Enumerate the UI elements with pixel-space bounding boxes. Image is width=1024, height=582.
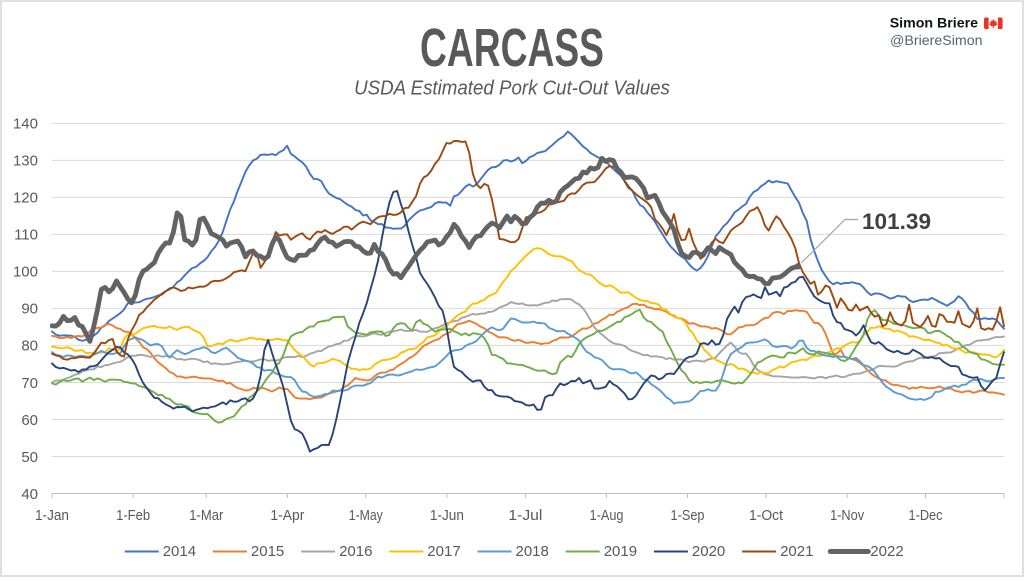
svg-text:2020: 2020 xyxy=(692,543,725,560)
svg-text:90: 90 xyxy=(21,301,38,318)
svg-text:70: 70 xyxy=(21,375,38,392)
svg-text:2017: 2017 xyxy=(427,543,460,560)
svg-text:1-Feb: 1-Feb xyxy=(116,507,150,524)
svg-text:2016: 2016 xyxy=(339,543,372,560)
svg-text:60: 60 xyxy=(21,412,38,429)
svg-text:1-Oct: 1-Oct xyxy=(749,507,784,524)
svg-text:1-Nov: 1-Nov xyxy=(830,507,864,524)
svg-text:100: 100 xyxy=(13,264,38,281)
svg-text:1-Dec: 1-Dec xyxy=(909,507,943,524)
svg-text:1-Jul: 1-Jul xyxy=(508,507,542,524)
svg-text:2015: 2015 xyxy=(251,543,284,560)
svg-text:2022: 2022 xyxy=(870,543,903,560)
svg-text:1-Jan: 1-Jan xyxy=(35,507,69,524)
svg-text:130: 130 xyxy=(13,153,38,170)
svg-text:1-Apr: 1-Apr xyxy=(270,507,304,524)
svg-text:80: 80 xyxy=(21,338,38,355)
svg-text:CARCASS: CARCASS xyxy=(420,17,604,78)
svg-text:101.39: 101.39 xyxy=(862,209,931,234)
svg-text:1-Mar: 1-Mar xyxy=(189,507,223,524)
svg-text:Simon Briere: Simon Briere xyxy=(890,16,978,32)
svg-text:140: 140 xyxy=(13,116,38,133)
svg-text:1-Sep: 1-Sep xyxy=(671,507,705,524)
svg-text:USDA Estimated Pork Cut-Out Va: USDA Estimated Pork Cut-Out Values xyxy=(354,77,670,100)
svg-text:1-Aug: 1-Aug xyxy=(590,507,624,524)
svg-text:2021: 2021 xyxy=(780,543,813,560)
svg-text:@BriereSimon: @BriereSimon xyxy=(890,33,982,49)
svg-text:50: 50 xyxy=(21,449,38,466)
svg-text:1-Jun: 1-Jun xyxy=(430,507,464,524)
svg-text:40: 40 xyxy=(21,486,38,503)
svg-text:2018: 2018 xyxy=(516,543,549,560)
svg-text:120: 120 xyxy=(13,190,38,207)
svg-text:110: 110 xyxy=(14,227,38,244)
svg-text:2014: 2014 xyxy=(163,543,196,560)
svg-text:2019: 2019 xyxy=(604,543,637,560)
svg-text:1-May: 1-May xyxy=(349,507,383,524)
